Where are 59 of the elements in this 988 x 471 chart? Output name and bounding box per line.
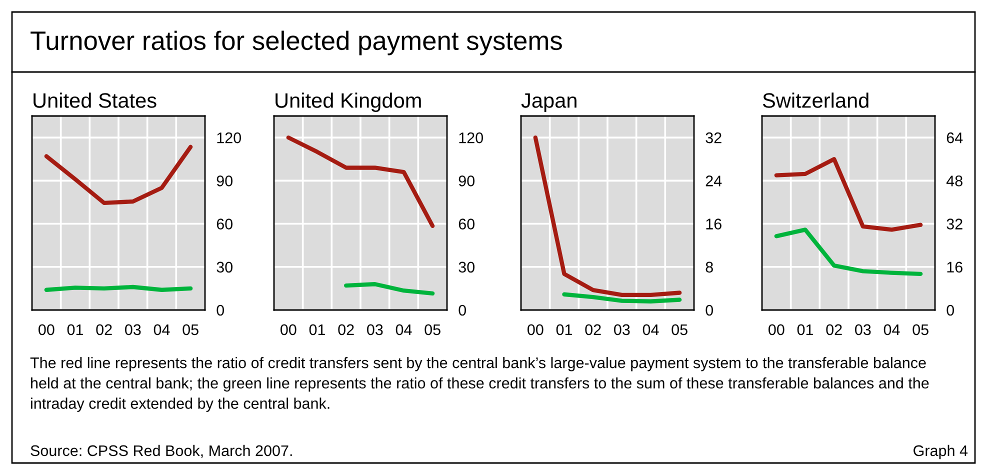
y-tick-label: 24 — [706, 176, 722, 186]
y-tick-label: 0 — [216, 304, 224, 316]
y-tick-label: 32 — [706, 132, 722, 144]
x-tick-label: 03 — [125, 324, 141, 336]
x-tick-label: 03 — [855, 324, 871, 336]
y-tick-label: 48 — [946, 176, 962, 186]
x-tick-label: 04 — [642, 324, 659, 336]
line-series — [774, 157, 923, 232]
line-series — [774, 228, 923, 276]
x-tick-label: 02 — [826, 324, 842, 336]
y-tick-label: 30 — [216, 262, 233, 273]
y-tick-label: 60 — [458, 218, 475, 230]
x-tick-label: 04 — [884, 324, 900, 336]
x-tick-label: 04 — [396, 324, 412, 336]
x-tick-label: 00 — [768, 324, 784, 336]
x-tick-label: 01 — [797, 324, 813, 336]
y-tick-label: 16 — [706, 218, 722, 230]
y-tick-label: 8 — [706, 262, 713, 273]
x-tick-label: 05 — [672, 324, 688, 336]
y-tick-label: 0 — [946, 304, 954, 316]
text: Turnover ratios for selected payment systems — [30, 30, 562, 56]
x-tick-label: 02 — [96, 324, 112, 336]
x-tick-label: 00 — [38, 324, 54, 336]
line-series — [344, 282, 435, 296]
x-tick-label: 01 — [309, 324, 325, 336]
x-tick-label: 01 — [556, 324, 572, 336]
y-tick-label: 90 — [216, 176, 233, 186]
line-series — [286, 135, 435, 228]
y-tick-label: 16 — [947, 262, 962, 273]
chart-title: Switzerland — [762, 92, 868, 108]
chart-title: United Kingdom — [276, 92, 421, 112]
x-tick-label: 03 — [614, 324, 630, 336]
y-tick-label: 60 — [216, 218, 233, 230]
line-series — [533, 135, 682, 297]
caption: Graph 4 — [914, 444, 968, 460]
y-tick-label: 0 — [706, 304, 714, 316]
line-series — [44, 144, 193, 206]
y-tick-label: 64 — [946, 132, 963, 144]
y-tick-label: 120 — [217, 132, 242, 144]
y-tick-label: 30 — [458, 262, 475, 273]
x-tick-label: 02 — [585, 324, 601, 336]
x-tick-label: 05 — [912, 324, 928, 336]
x-tick-label: 00 — [280, 324, 296, 336]
y-tick-label: 32 — [946, 218, 962, 230]
x-tick-label: 05 — [424, 324, 440, 336]
chart-title: United States — [34, 92, 156, 108]
y-tick-label: 0 — [458, 304, 466, 316]
x-tick-label: 00 — [528, 324, 544, 336]
x-tick-label: 03 — [367, 324, 383, 336]
x-tick-label: 04 — [154, 324, 170, 336]
x-tick-label: 02 — [338, 324, 354, 336]
chart-title: Japan — [521, 93, 576, 112]
x-tick-label: 05 — [182, 324, 198, 336]
source-note: Source: CPSS Red Book, March 2007. — [30, 444, 292, 458]
x-tick-label: 01 — [67, 324, 83, 336]
y-tick-label: 90 — [458, 176, 475, 186]
line-series — [562, 292, 682, 304]
text: The red line represents the ratio of credit transfers sent by the central bank’s large-value payment system to the transferable balance held at the central bank; the green line represents the ratio of these credit transfers to the sum of these transferable balances and the intraday credit extended by the central bank. — [30, 357, 929, 412]
y-tick-label: 120 — [459, 132, 484, 144]
